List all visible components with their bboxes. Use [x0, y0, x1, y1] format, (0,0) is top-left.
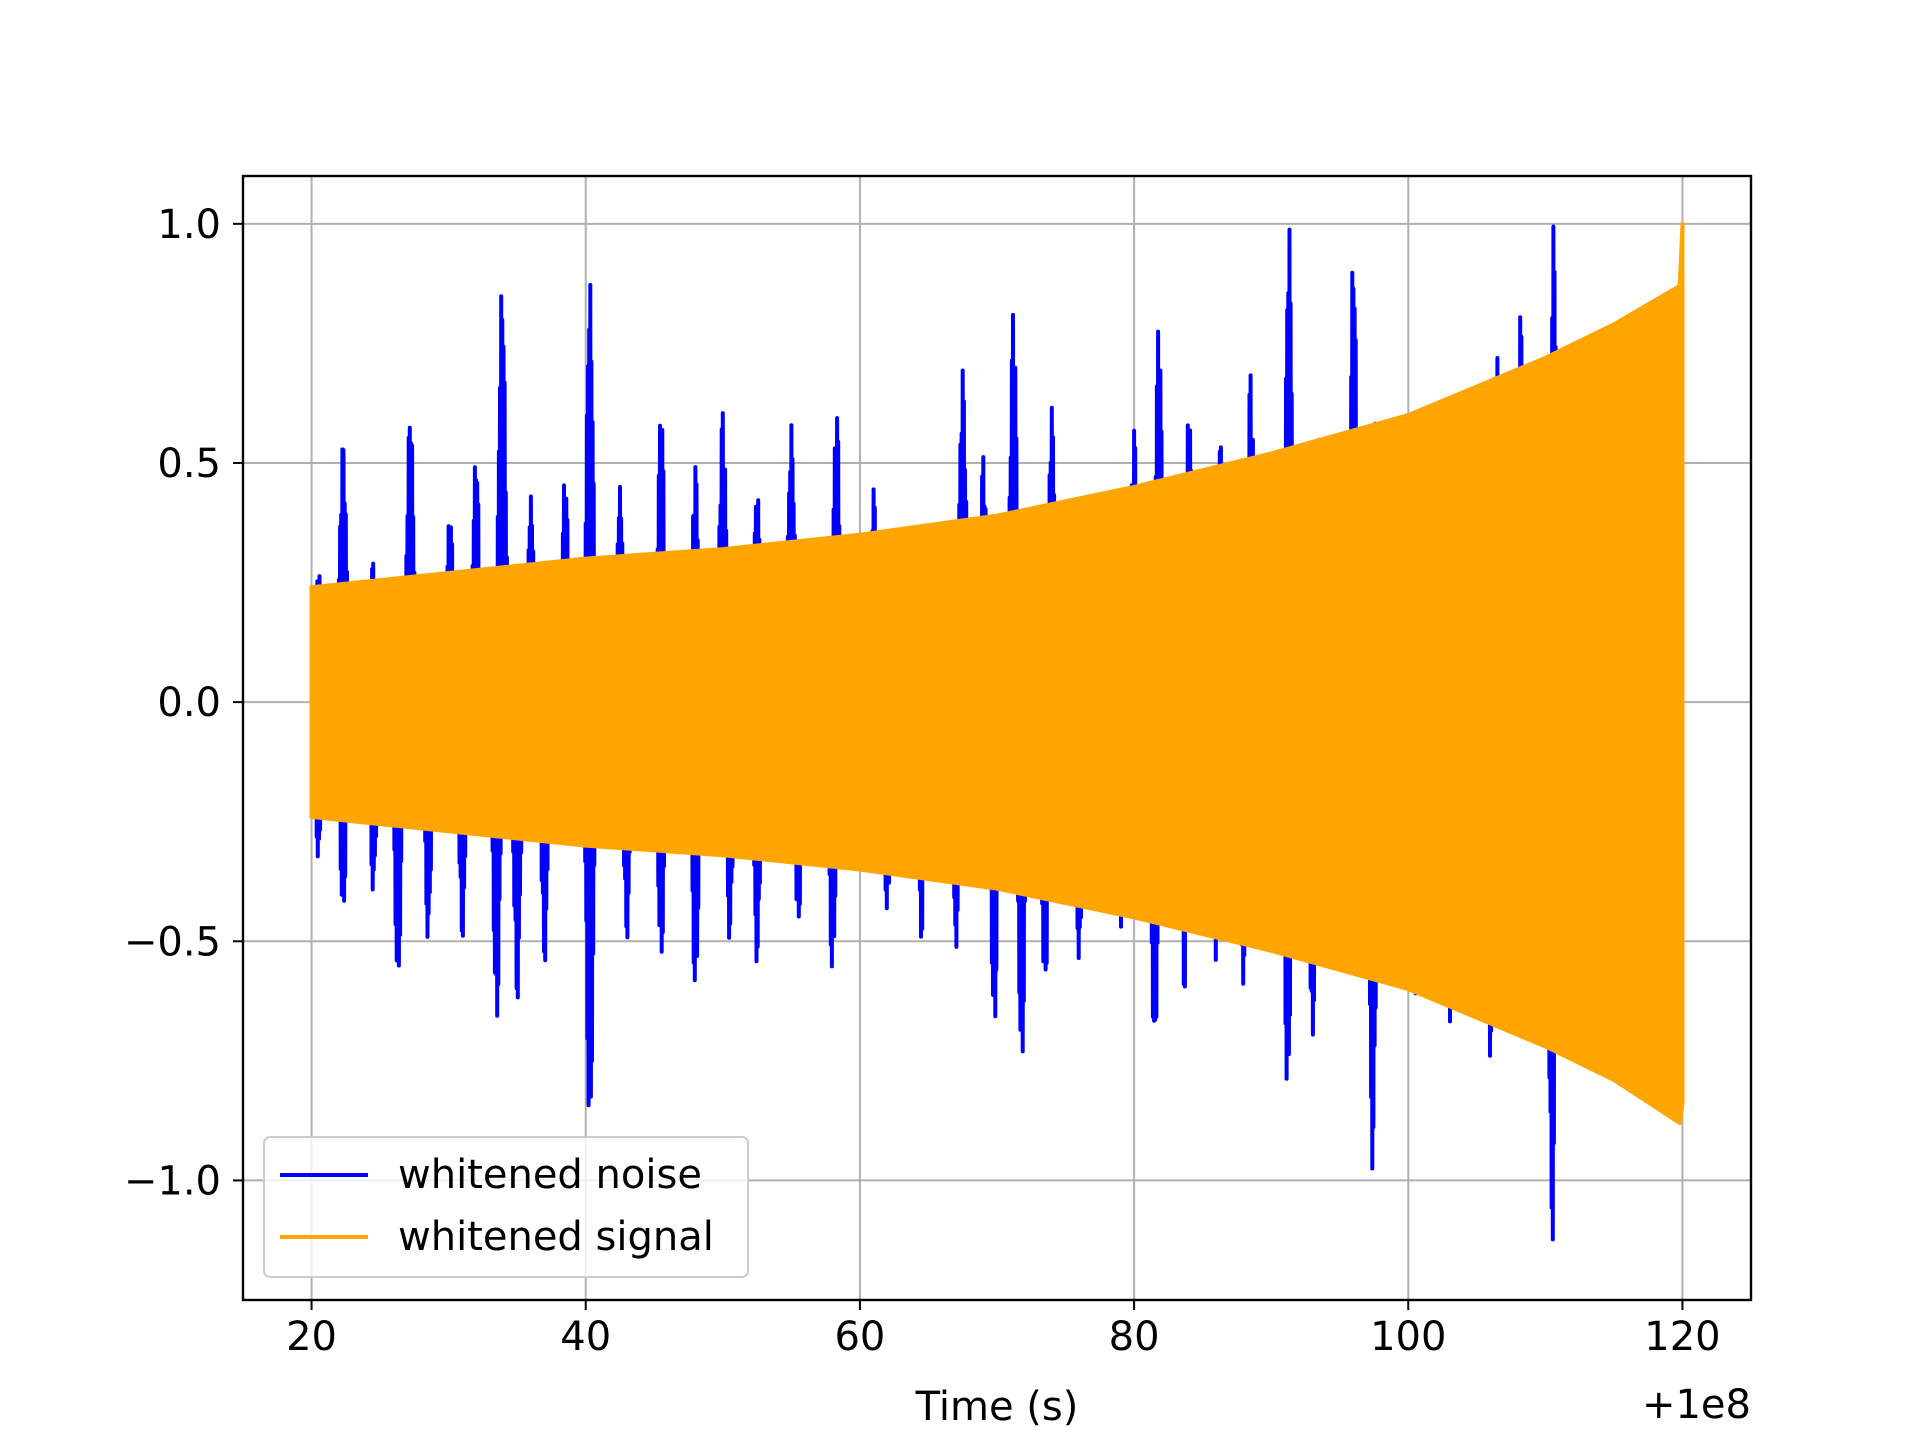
legend-label-signal: whitened signal: [398, 1214, 714, 1260]
legend-box: [263, 1136, 749, 1278]
x-tick-label: 60: [834, 1314, 885, 1360]
y-tick-label: 0.5: [157, 441, 221, 487]
x-tick-label: 80: [1109, 1314, 1160, 1360]
series-whitened-signal: [309, 221, 1685, 1125]
axis-ticks: 20 40 60 80 100 120 1.0 0.5 0.0 −0.5 −1.0: [124, 202, 1721, 1360]
x-tick-label: 20: [286, 1314, 337, 1360]
legend: whitened noise whitened signal: [263, 1136, 749, 1278]
y-tick-label: 1.0: [157, 202, 221, 248]
y-tick-label: 0.0: [157, 680, 221, 726]
x-axis-label: Time (s): [915, 1384, 1079, 1430]
y-tick-label: −0.5: [124, 919, 221, 965]
x-tick-label: 40: [560, 1314, 611, 1360]
series-layer: [309, 221, 1685, 1242]
plot-frame: [241, 174, 1753, 1302]
y-tick-label: −1.0: [124, 1158, 221, 1204]
x-offset-label: +1e8: [1642, 1382, 1751, 1428]
x-tick-label: 100: [1370, 1314, 1446, 1360]
x-tick-label: 120: [1644, 1314, 1720, 1360]
legend-label-noise: whitened noise: [398, 1152, 702, 1198]
